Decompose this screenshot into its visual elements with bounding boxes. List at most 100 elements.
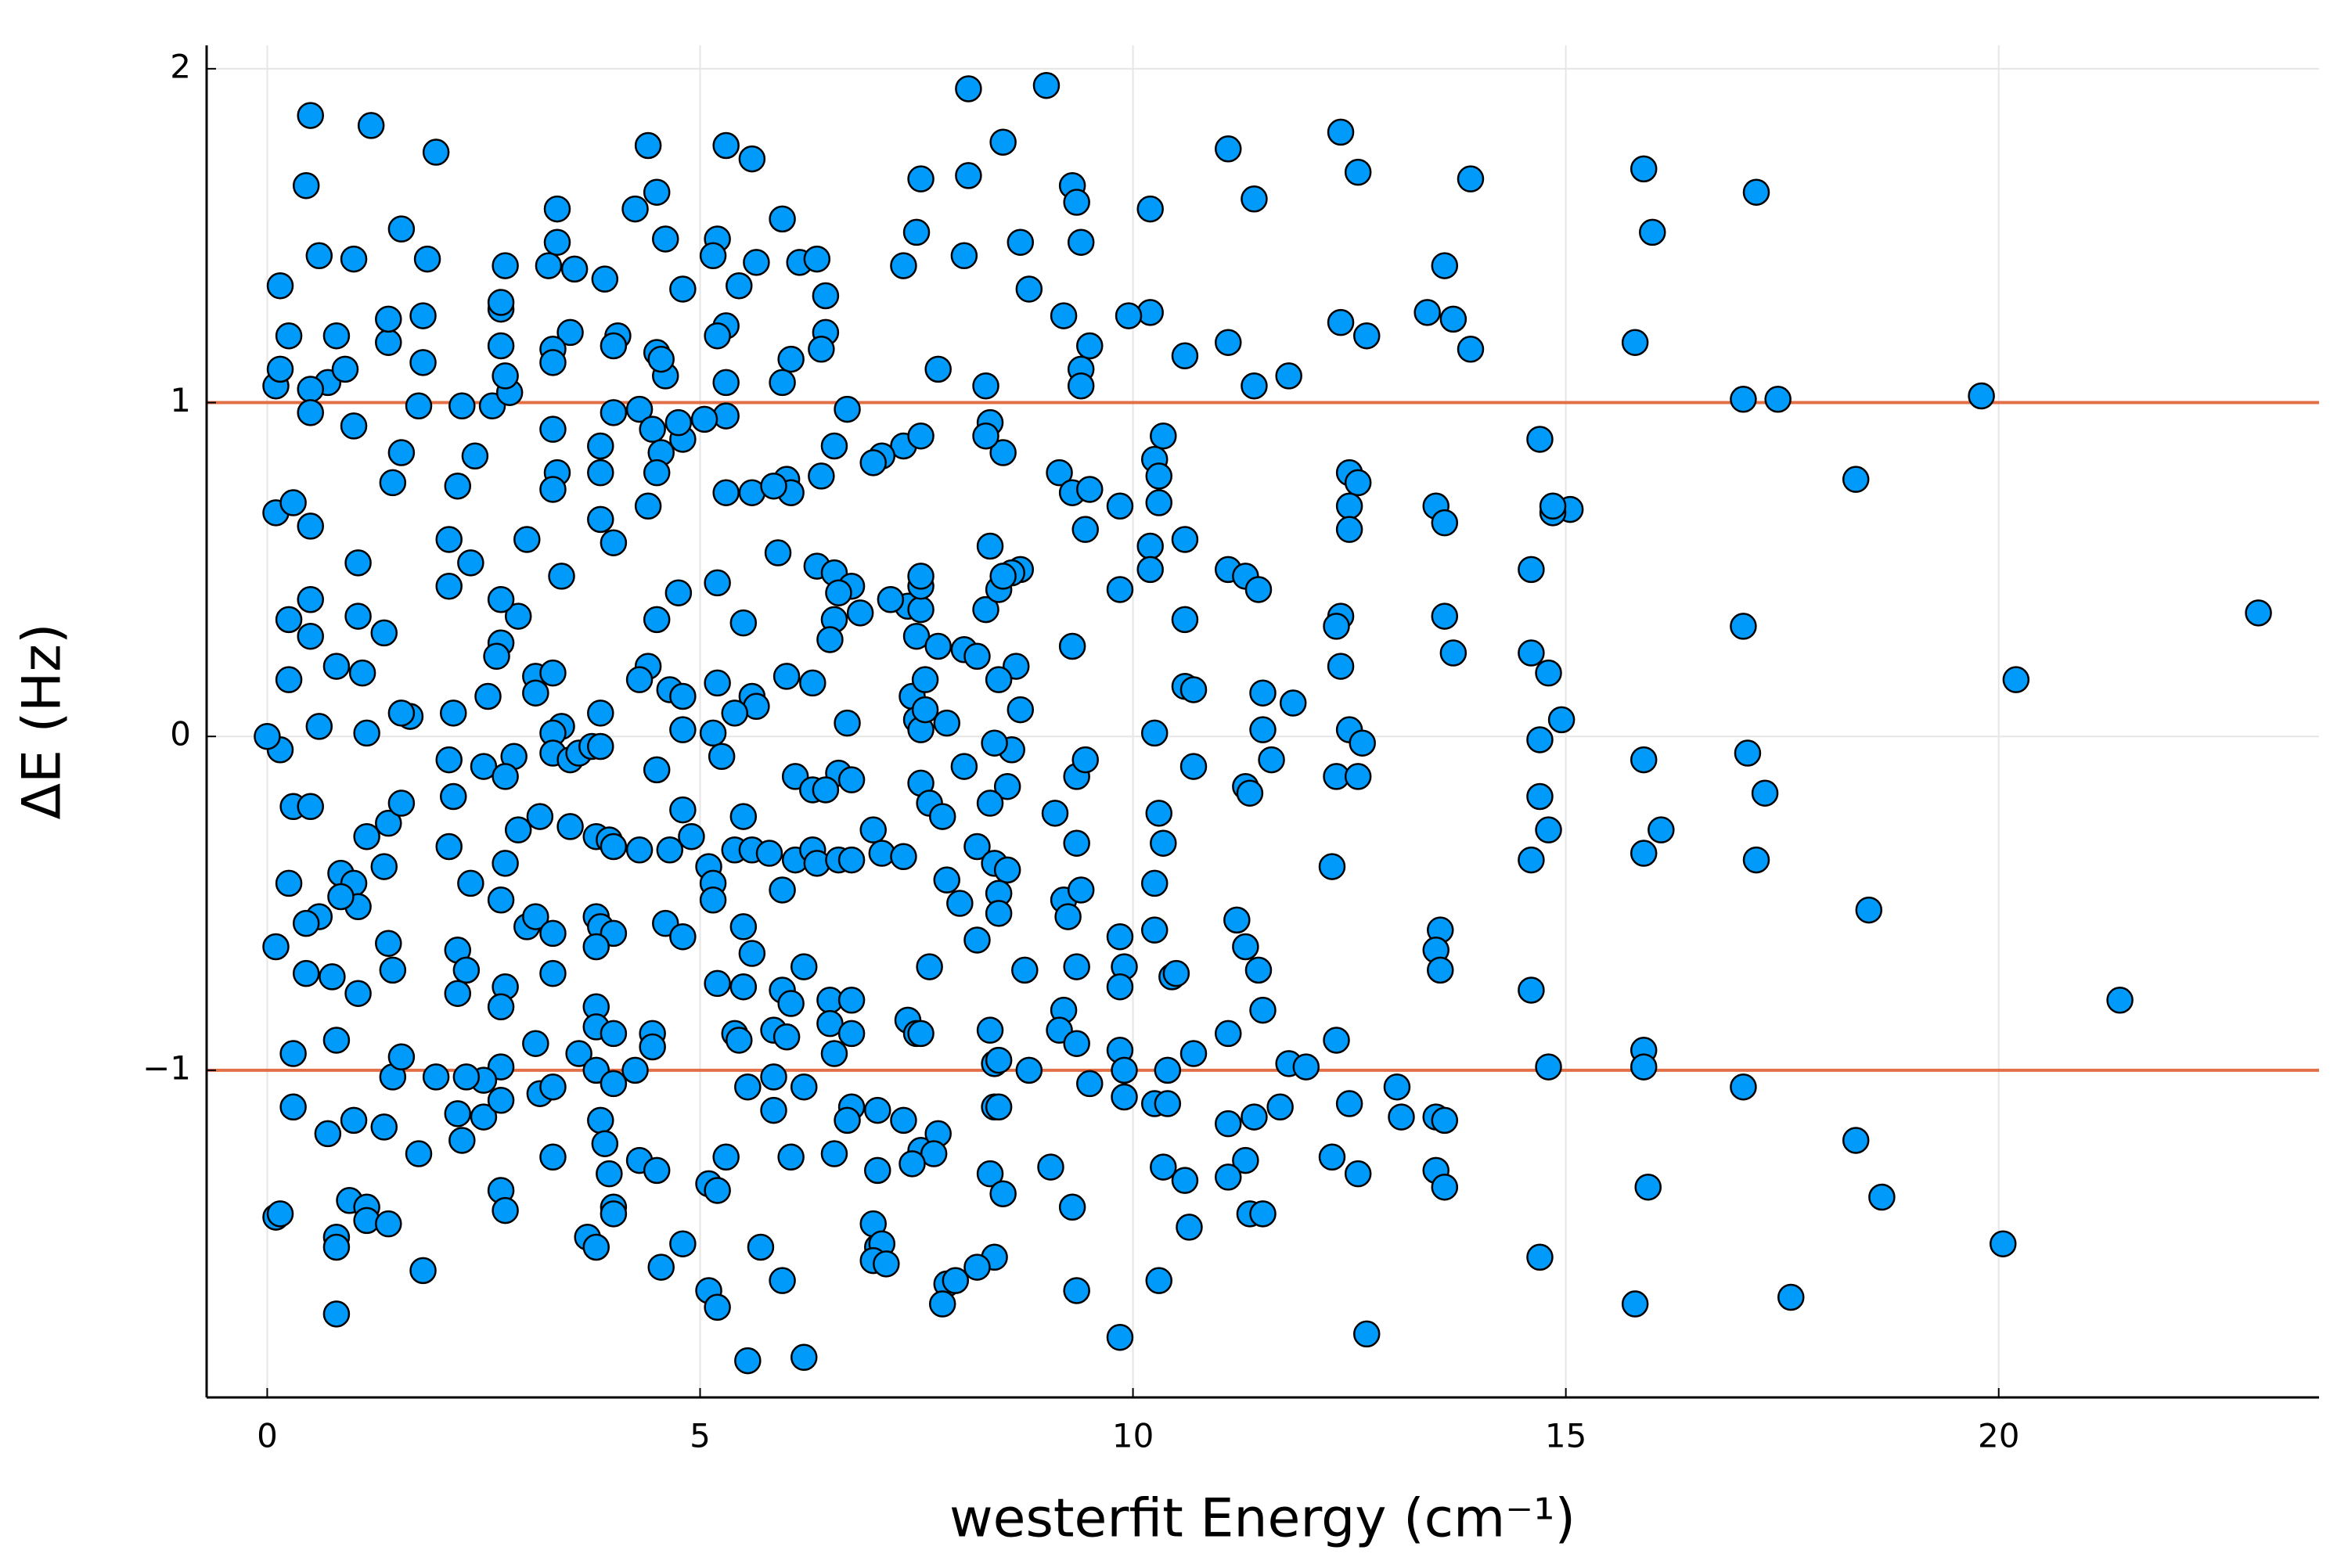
point — [322, 1027, 351, 1054]
point — [1266, 1093, 1294, 1121]
point — [1630, 1053, 1658, 1081]
point — [669, 796, 697, 824]
point — [487, 586, 515, 613]
point — [387, 789, 416, 817]
point — [322, 653, 351, 680]
point — [1154, 1090, 1182, 1117]
point — [279, 1093, 307, 1121]
point — [712, 131, 740, 160]
point — [772, 663, 801, 690]
point — [405, 392, 433, 420]
point — [1742, 846, 1770, 874]
point — [565, 1040, 592, 1067]
point — [266, 1200, 294, 1228]
point — [729, 803, 758, 830]
point — [1431, 509, 1459, 537]
point — [864, 1096, 891, 1124]
point — [985, 1046, 1013, 1074]
y-tick-label: 2 — [170, 47, 191, 85]
point — [1015, 1056, 1043, 1084]
point — [409, 1257, 437, 1285]
point — [1539, 492, 1567, 520]
point — [989, 1180, 1017, 1207]
point — [760, 1063, 787, 1091]
point — [297, 102, 324, 129]
point — [596, 1160, 623, 1188]
point — [1535, 1053, 1562, 1081]
point — [643, 606, 671, 634]
point — [647, 345, 675, 373]
point — [275, 869, 303, 897]
point — [643, 756, 671, 784]
point — [275, 666, 303, 693]
point — [621, 1056, 649, 1084]
point — [985, 666, 1013, 693]
point — [1215, 1109, 1242, 1138]
point — [1751, 779, 1779, 807]
point — [643, 459, 671, 487]
point — [297, 512, 324, 540]
point — [1179, 676, 1208, 703]
point — [834, 395, 861, 423]
point — [387, 1043, 416, 1071]
point — [924, 355, 952, 383]
point — [911, 696, 939, 724]
point — [1457, 336, 1485, 363]
point — [1990, 1230, 2017, 1257]
point — [539, 919, 567, 948]
point — [1275, 362, 1302, 390]
point — [582, 933, 610, 961]
point — [1431, 1106, 1459, 1135]
point — [1621, 329, 1649, 356]
point — [924, 632, 952, 660]
point — [1063, 1030, 1090, 1057]
point — [989, 128, 1017, 156]
point — [1041, 800, 1069, 827]
point — [1518, 556, 1545, 584]
axes: 0 5 10 15 20 −1 0 1 2 — [142, 45, 2319, 1455]
point — [1115, 302, 1143, 329]
point — [1648, 816, 1675, 843]
point — [487, 993, 515, 1021]
point — [1106, 973, 1134, 1001]
x-tick-label: 15 — [1545, 1417, 1586, 1455]
point — [370, 619, 398, 647]
point — [1150, 829, 1177, 857]
point — [669, 1230, 697, 1257]
point — [1067, 372, 1095, 400]
point — [353, 822, 380, 851]
point — [1179, 753, 1208, 780]
point — [375, 1210, 402, 1238]
point — [993, 772, 1021, 800]
point — [1058, 632, 1086, 660]
point — [435, 526, 463, 553]
point — [803, 245, 831, 273]
point — [1388, 1103, 1415, 1131]
point — [539, 349, 567, 376]
point — [747, 1233, 775, 1261]
point — [470, 1103, 498, 1131]
point — [297, 793, 324, 821]
point — [1007, 228, 1035, 256]
point — [548, 563, 575, 590]
point — [985, 1093, 1013, 1121]
point — [890, 252, 917, 279]
point — [1150, 1153, 1177, 1181]
point — [1145, 800, 1173, 827]
point — [1318, 1143, 1346, 1171]
x-tick-label: 0 — [257, 1417, 278, 1455]
point — [1335, 516, 1363, 543]
point — [634, 131, 662, 160]
point — [812, 776, 840, 804]
point — [1236, 779, 1264, 807]
point — [444, 980, 472, 1007]
point — [1050, 302, 1078, 329]
point — [976, 1160, 1004, 1188]
point — [1634, 1173, 1662, 1201]
point — [1730, 613, 1757, 640]
point — [522, 679, 549, 707]
point — [946, 890, 974, 917]
point — [422, 1063, 450, 1091]
point — [1215, 1020, 1242, 1048]
y-tick-label: 0 — [170, 715, 191, 753]
